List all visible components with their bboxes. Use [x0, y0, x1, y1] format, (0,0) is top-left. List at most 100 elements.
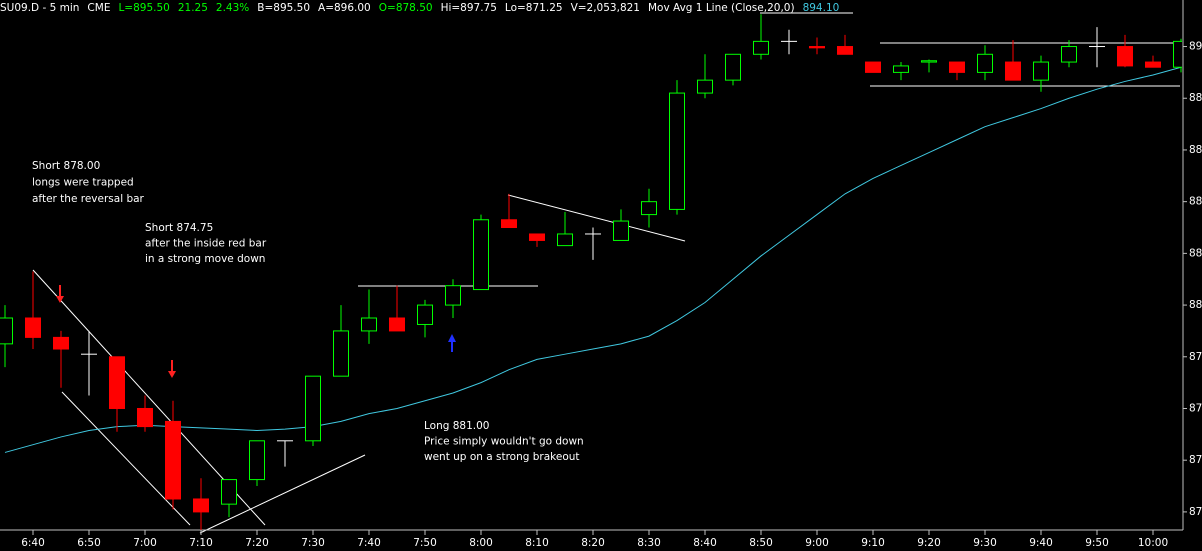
- candle-body: [613, 220, 629, 241]
- drawing-tools: [32, 12, 1180, 534]
- x-tick-label: 8:30: [637, 537, 661, 549]
- candle: [725, 53, 741, 86]
- candle: [81, 330, 97, 396]
- candle-body: [165, 420, 181, 500]
- candle-body: [109, 356, 125, 409]
- candle-body: [305, 375, 321, 442]
- candle-body: [1173, 40, 1182, 68]
- y-tick-label: 876: [1189, 402, 1202, 414]
- candle-body: [0, 317, 13, 345]
- plot-area: [0, 14, 1182, 530]
- annotation-text: after the inside red bar: [145, 238, 267, 250]
- x-tick-label: 9:00: [805, 537, 829, 549]
- candle-body: [977, 53, 993, 73]
- candle-body: [25, 317, 41, 338]
- candle-body: [53, 336, 69, 350]
- moving-average: [4, 66, 1182, 453]
- y-tick-label: 872: [1189, 506, 1202, 518]
- candle: [1089, 27, 1105, 68]
- y-tick-label: 884: [1189, 196, 1202, 208]
- candle-body: [501, 219, 517, 229]
- header-item: CME: [87, 2, 111, 14]
- annotation-text: after the reversal bar: [32, 193, 145, 205]
- candle: [53, 330, 69, 388]
- candle-body: [445, 285, 461, 306]
- x-tick-label: 10:00: [1138, 537, 1168, 549]
- candle: [221, 479, 237, 518]
- candle-body: [753, 40, 769, 55]
- annotation-text: Short 878.00: [32, 160, 100, 172]
- candle: [557, 212, 573, 247]
- y-tick-label: 886: [1189, 144, 1202, 156]
- header-item: 2.43%: [215, 2, 250, 14]
- candle-body: [361, 317, 377, 332]
- header-item: V=2,053,821: [570, 2, 640, 14]
- header-item: O=878.50: [378, 2, 433, 14]
- arrows: [56, 285, 456, 378]
- y-tick-label: 878: [1189, 351, 1202, 363]
- x-tick-label: 7:30: [301, 537, 325, 549]
- trend-line: [199, 454, 366, 534]
- header-item: B=895.50: [257, 2, 311, 14]
- y-tick-label: 874: [1189, 454, 1202, 466]
- x-tick-label: 6:50: [77, 537, 101, 549]
- candle-body: [641, 201, 657, 216]
- candle: [193, 478, 209, 530]
- trend-line: [61, 391, 191, 526]
- candle-body: [865, 61, 881, 73]
- candle-body: [557, 233, 573, 247]
- x-tick-label: 8:00: [469, 537, 493, 549]
- candle: [305, 375, 321, 446]
- candle: [277, 440, 293, 467]
- candle: [781, 29, 797, 55]
- candle: [389, 285, 405, 332]
- candle: [137, 395, 153, 432]
- candle: [753, 14, 769, 60]
- x-tick-label: 9:40: [1029, 537, 1053, 549]
- candle-body: [1005, 61, 1021, 81]
- trend-line: [507, 194, 686, 242]
- candle: [473, 214, 489, 291]
- candle: [445, 279, 461, 318]
- header-item: Lo=871.25: [504, 2, 563, 14]
- x-tick-label: 6:40: [21, 537, 45, 549]
- candle-body: [1033, 61, 1049, 81]
- candle: [361, 289, 377, 344]
- candle: [25, 271, 41, 350]
- candle-body: [725, 53, 741, 81]
- candle-body: [473, 219, 489, 291]
- y-tick-label: 888: [1189, 92, 1202, 104]
- candle: [977, 45, 993, 81]
- candle-body: [921, 60, 937, 63]
- candle: [1117, 34, 1133, 68]
- candle: [669, 80, 685, 215]
- candle-body: [417, 304, 433, 325]
- candle: [949, 61, 965, 81]
- candle: [249, 440, 265, 487]
- candle-body: [193, 498, 209, 513]
- arrow-head: [56, 296, 64, 303]
- candle: [109, 356, 125, 432]
- candle: [1061, 40, 1077, 68]
- y-tick-label: 882: [1189, 247, 1202, 259]
- candle: [613, 209, 629, 241]
- quote-header: SU09.D - 5 min CME L=895.50 21.25 2.43% B=895…: [0, 2, 839, 16]
- annotation-text: in a strong move down: [145, 253, 265, 265]
- header-item: SU09.D - 5 min: [0, 2, 80, 14]
- header-item: A=896.00: [318, 2, 371, 14]
- annotation-text: longs were trapped: [32, 177, 134, 189]
- x-tick-label: 9:10: [861, 537, 885, 549]
- x-tick-label: 8:10: [525, 537, 549, 549]
- candle: [501, 193, 517, 229]
- candle: [641, 188, 657, 228]
- x-tick-label: 8:20: [581, 537, 605, 549]
- annotation-text: went up on a strong brakeout: [424, 451, 580, 463]
- candle: [837, 34, 853, 55]
- x-tick-label: 8:50: [749, 537, 773, 549]
- candle-body: [221, 479, 237, 505]
- x-tick-label: 8:40: [693, 537, 717, 549]
- header-item: 894.10: [802, 2, 840, 14]
- candle: [1173, 38, 1182, 73]
